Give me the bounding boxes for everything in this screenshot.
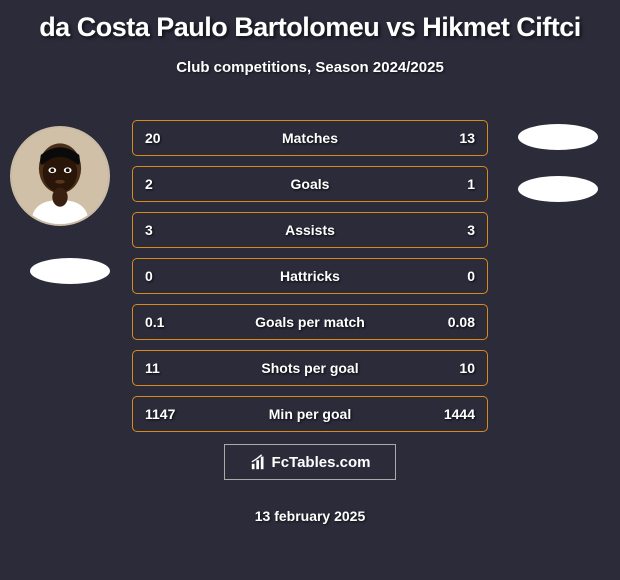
subtitle: Club competitions, Season 2024/2025 (0, 59, 620, 76)
flag-left (30, 258, 110, 284)
stat-left-value: 0 (145, 268, 153, 284)
stat-left-value: 11 (145, 360, 160, 376)
date-label: 13 february 2025 (0, 508, 620, 524)
stat-right-value: 0 (467, 268, 475, 284)
table-row: 11 Shots per goal 10 (132, 350, 488, 386)
stats-table: 20 Matches 13 2 Goals 1 3 Assists 3 0 Ha… (132, 120, 488, 442)
stat-right-value: 1 (467, 176, 475, 192)
flag-right-1 (518, 124, 598, 150)
player-photo-left (10, 126, 110, 226)
stat-label: Min per goal (133, 406, 487, 422)
stat-left-value: 0.1 (145, 314, 164, 330)
stat-label: Goals per match (133, 314, 487, 330)
stat-right-value: 0.08 (448, 314, 475, 330)
table-row: 2 Goals 1 (132, 166, 488, 202)
table-row: 3 Assists 3 (132, 212, 488, 248)
stat-label: Hattricks (133, 268, 487, 284)
stat-label: Assists (133, 222, 487, 238)
table-row: 20 Matches 13 (132, 120, 488, 156)
stat-right-value: 10 (459, 360, 475, 376)
brand-badge[interactable]: FcTables.com (224, 444, 396, 480)
page-title: da Costa Paulo Bartolomeu vs Hikmet Cift… (0, 0, 620, 43)
flag-right-2 (518, 176, 598, 202)
avatar-icon (12, 128, 108, 224)
stat-left-value: 3 (145, 222, 153, 238)
stat-right-value: 13 (459, 130, 475, 146)
stat-right-value: 1444 (444, 406, 475, 422)
table-row: 0 Hattricks 0 (132, 258, 488, 294)
stat-left-value: 20 (145, 130, 161, 146)
stat-left-value: 2 (145, 176, 153, 192)
stat-label: Goals (133, 176, 487, 192)
stat-left-value: 1147 (145, 406, 175, 422)
stat-label: Shots per goal (133, 360, 487, 376)
table-row: 0.1 Goals per match 0.08 (132, 304, 488, 340)
stat-label: Matches (133, 130, 487, 146)
chart-icon (250, 453, 268, 471)
table-row: 1147 Min per goal 1444 (132, 396, 488, 432)
stat-right-value: 3 (467, 222, 475, 238)
brand-label: FcTables.com (272, 454, 371, 471)
